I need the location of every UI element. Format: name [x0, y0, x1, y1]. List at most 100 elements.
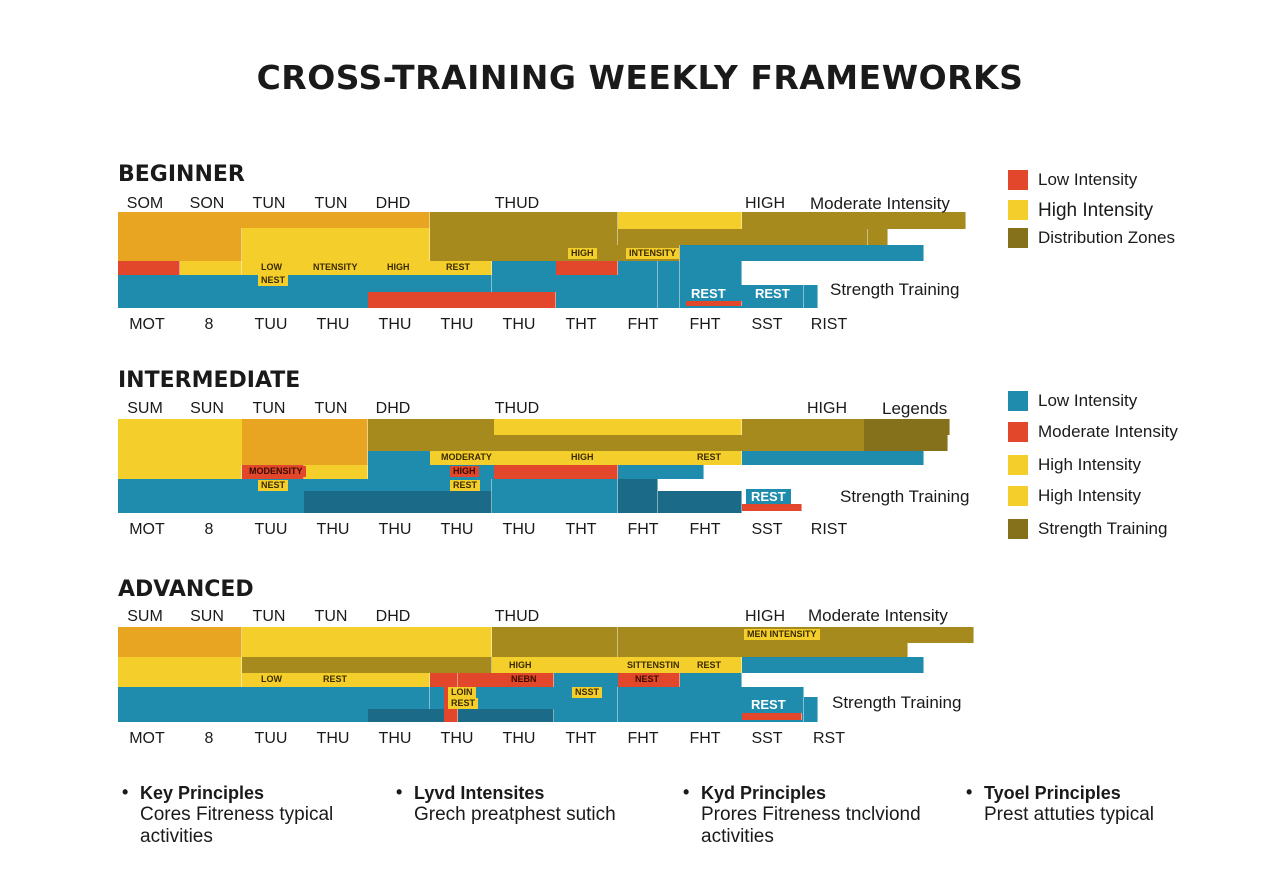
footer-body: Cores Fitreness typical activities — [140, 804, 334, 847]
grid-cell — [868, 229, 888, 245]
bottom-day-label: THU — [378, 316, 412, 333]
rest-tag: REST — [686, 286, 731, 301]
rest-tag: REST — [746, 697, 791, 712]
page-title: CROSS-TRAINING WEEKLY FRAMEWORKS — [256, 58, 1024, 97]
annotation-moderate: Moderate Intensity — [810, 194, 950, 213]
grid-cell — [430, 245, 680, 261]
cell-tag: REST — [694, 660, 725, 671]
cell-tag: NEST — [632, 674, 663, 685]
annotation-strength: Strength Training — [832, 693, 962, 712]
bottom-day-label: THT — [565, 316, 597, 333]
section-title-advanced: ADVANCED — [118, 577, 254, 602]
grid-cell — [118, 627, 242, 657]
bottom-day-label: THU — [316, 316, 350, 333]
grid-cell — [658, 491, 742, 513]
beginner-schedule-grid: LOW NEST NTENSITY HIGH REST HIGH INTENSI… — [118, 212, 1018, 308]
grid-cell — [492, 627, 618, 657]
bottom-day-label: THU — [378, 730, 412, 747]
bottom-day-label: THU — [440, 521, 474, 538]
cell-tag: NEBN — [508, 674, 540, 685]
legend-swatch — [1008, 519, 1028, 539]
grid-cell — [742, 657, 924, 673]
bottom-day-label: THU — [502, 730, 536, 747]
grid-cell — [618, 479, 658, 513]
footer-body: Grech preatphest sutich — [414, 804, 616, 825]
bottom-day-label: THU — [440, 730, 474, 747]
bottom-day-label: TUU — [254, 521, 288, 538]
cell-tag: HIGH — [568, 248, 597, 259]
grid-cell — [618, 212, 742, 229]
annotation-moderate: Moderate Intensity — [808, 606, 948, 625]
footer-col-3: Kyd Principles Prores Fitreness tnclvion… — [679, 781, 949, 848]
top-day-label: TUN — [314, 608, 348, 625]
grid-cell — [430, 212, 618, 245]
grid-cell — [304, 491, 492, 513]
bottom-day-label: TUU — [254, 316, 288, 333]
grid-cell — [242, 657, 492, 673]
annotation-strength: Strength Training — [830, 280, 960, 299]
grid-cell — [118, 657, 242, 687]
cell-tag: HIGH — [506, 660, 535, 671]
grid-cell — [304, 465, 368, 479]
cell-tag: REST — [448, 698, 479, 709]
bottom-day-label: FHT — [689, 316, 721, 333]
footer-col-4: Tyoel Principles Prest attuties typical — [962, 781, 1262, 826]
cell-tag: INTENSITY — [626, 248, 680, 259]
top-day-label: DHD — [375, 195, 411, 212]
grid-cell — [680, 245, 924, 261]
top-day-label: THUD — [494, 195, 540, 212]
grid-cell — [618, 419, 742, 435]
footer-heading: Key Principles — [118, 781, 388, 804]
top-day-label: DHD — [375, 400, 411, 417]
legend-swatch — [1008, 228, 1028, 248]
bottom-day-label: THU — [378, 521, 412, 538]
bottom-day-label: THU — [316, 521, 350, 538]
grid-cell — [556, 261, 618, 275]
bottom-day-label: RST — [813, 730, 845, 747]
legend-label: High Intensity — [1038, 486, 1141, 505]
bottom-day-label: RIST — [810, 521, 848, 538]
intermediate-schedule-grid: MODENSITY NEST MODERATY HIGH REST HIGH R… — [118, 419, 1018, 513]
top-day-label: TUN — [252, 608, 286, 625]
grid-cell — [118, 261, 180, 275]
grid-cell — [864, 435, 948, 451]
top-day-label: SUM — [127, 400, 163, 417]
bottom-day-label: MOT — [129, 521, 165, 538]
top-day-label: HIGH — [745, 195, 785, 212]
grid-cell — [742, 504, 802, 511]
legend-swatch — [1008, 200, 1028, 220]
footer-heading: Lyvd Intensites — [392, 781, 662, 804]
bottom-day-label: THT — [565, 730, 597, 747]
top-day-label: TUN — [314, 400, 348, 417]
grid-cell — [368, 292, 556, 308]
grid-cell — [494, 465, 618, 479]
grid-cell — [618, 229, 868, 245]
top-day-label: TUN — [252, 195, 286, 212]
cell-tag: NEST — [258, 275, 289, 286]
legend-label: Moderate Intensity — [1038, 422, 1178, 441]
bottom-day-label: TUU — [254, 730, 288, 747]
grid-cell — [242, 419, 368, 465]
bottom-day-label: FHT — [689, 730, 721, 747]
bottom-day-label: THT — [565, 521, 597, 538]
top-day-label: HIGH — [807, 400, 847, 417]
footer-body: Prores Fitreness tnclviond activities — [701, 804, 921, 847]
top-day-label: SOM — [126, 195, 164, 212]
bottom-day-label: THU — [502, 521, 536, 538]
grid-cell — [242, 627, 492, 657]
cell-tag: NTENSITY — [310, 262, 361, 273]
cell-tag: MODERATY — [438, 452, 495, 463]
top-day-label: SON — [189, 195, 225, 212]
rest-tag: REST — [746, 489, 791, 504]
cell-tag: LOIN — [448, 687, 476, 698]
legend-label: Distribution Zones — [1038, 228, 1176, 247]
top-day-label: TUN — [252, 400, 286, 417]
cell-tag: MEN INTENSITY — [744, 629, 820, 640]
bottom-day-label: SST — [751, 521, 783, 538]
grid-cell — [680, 261, 742, 285]
top-day-label: SUN — [190, 608, 224, 625]
grid-cell — [368, 709, 554, 722]
grid-cell — [742, 451, 924, 465]
cell-tag: SITTENSTIN — [624, 660, 683, 671]
footer-col-2: Lyvd Intensites Grech preatphest sutich — [392, 781, 662, 826]
